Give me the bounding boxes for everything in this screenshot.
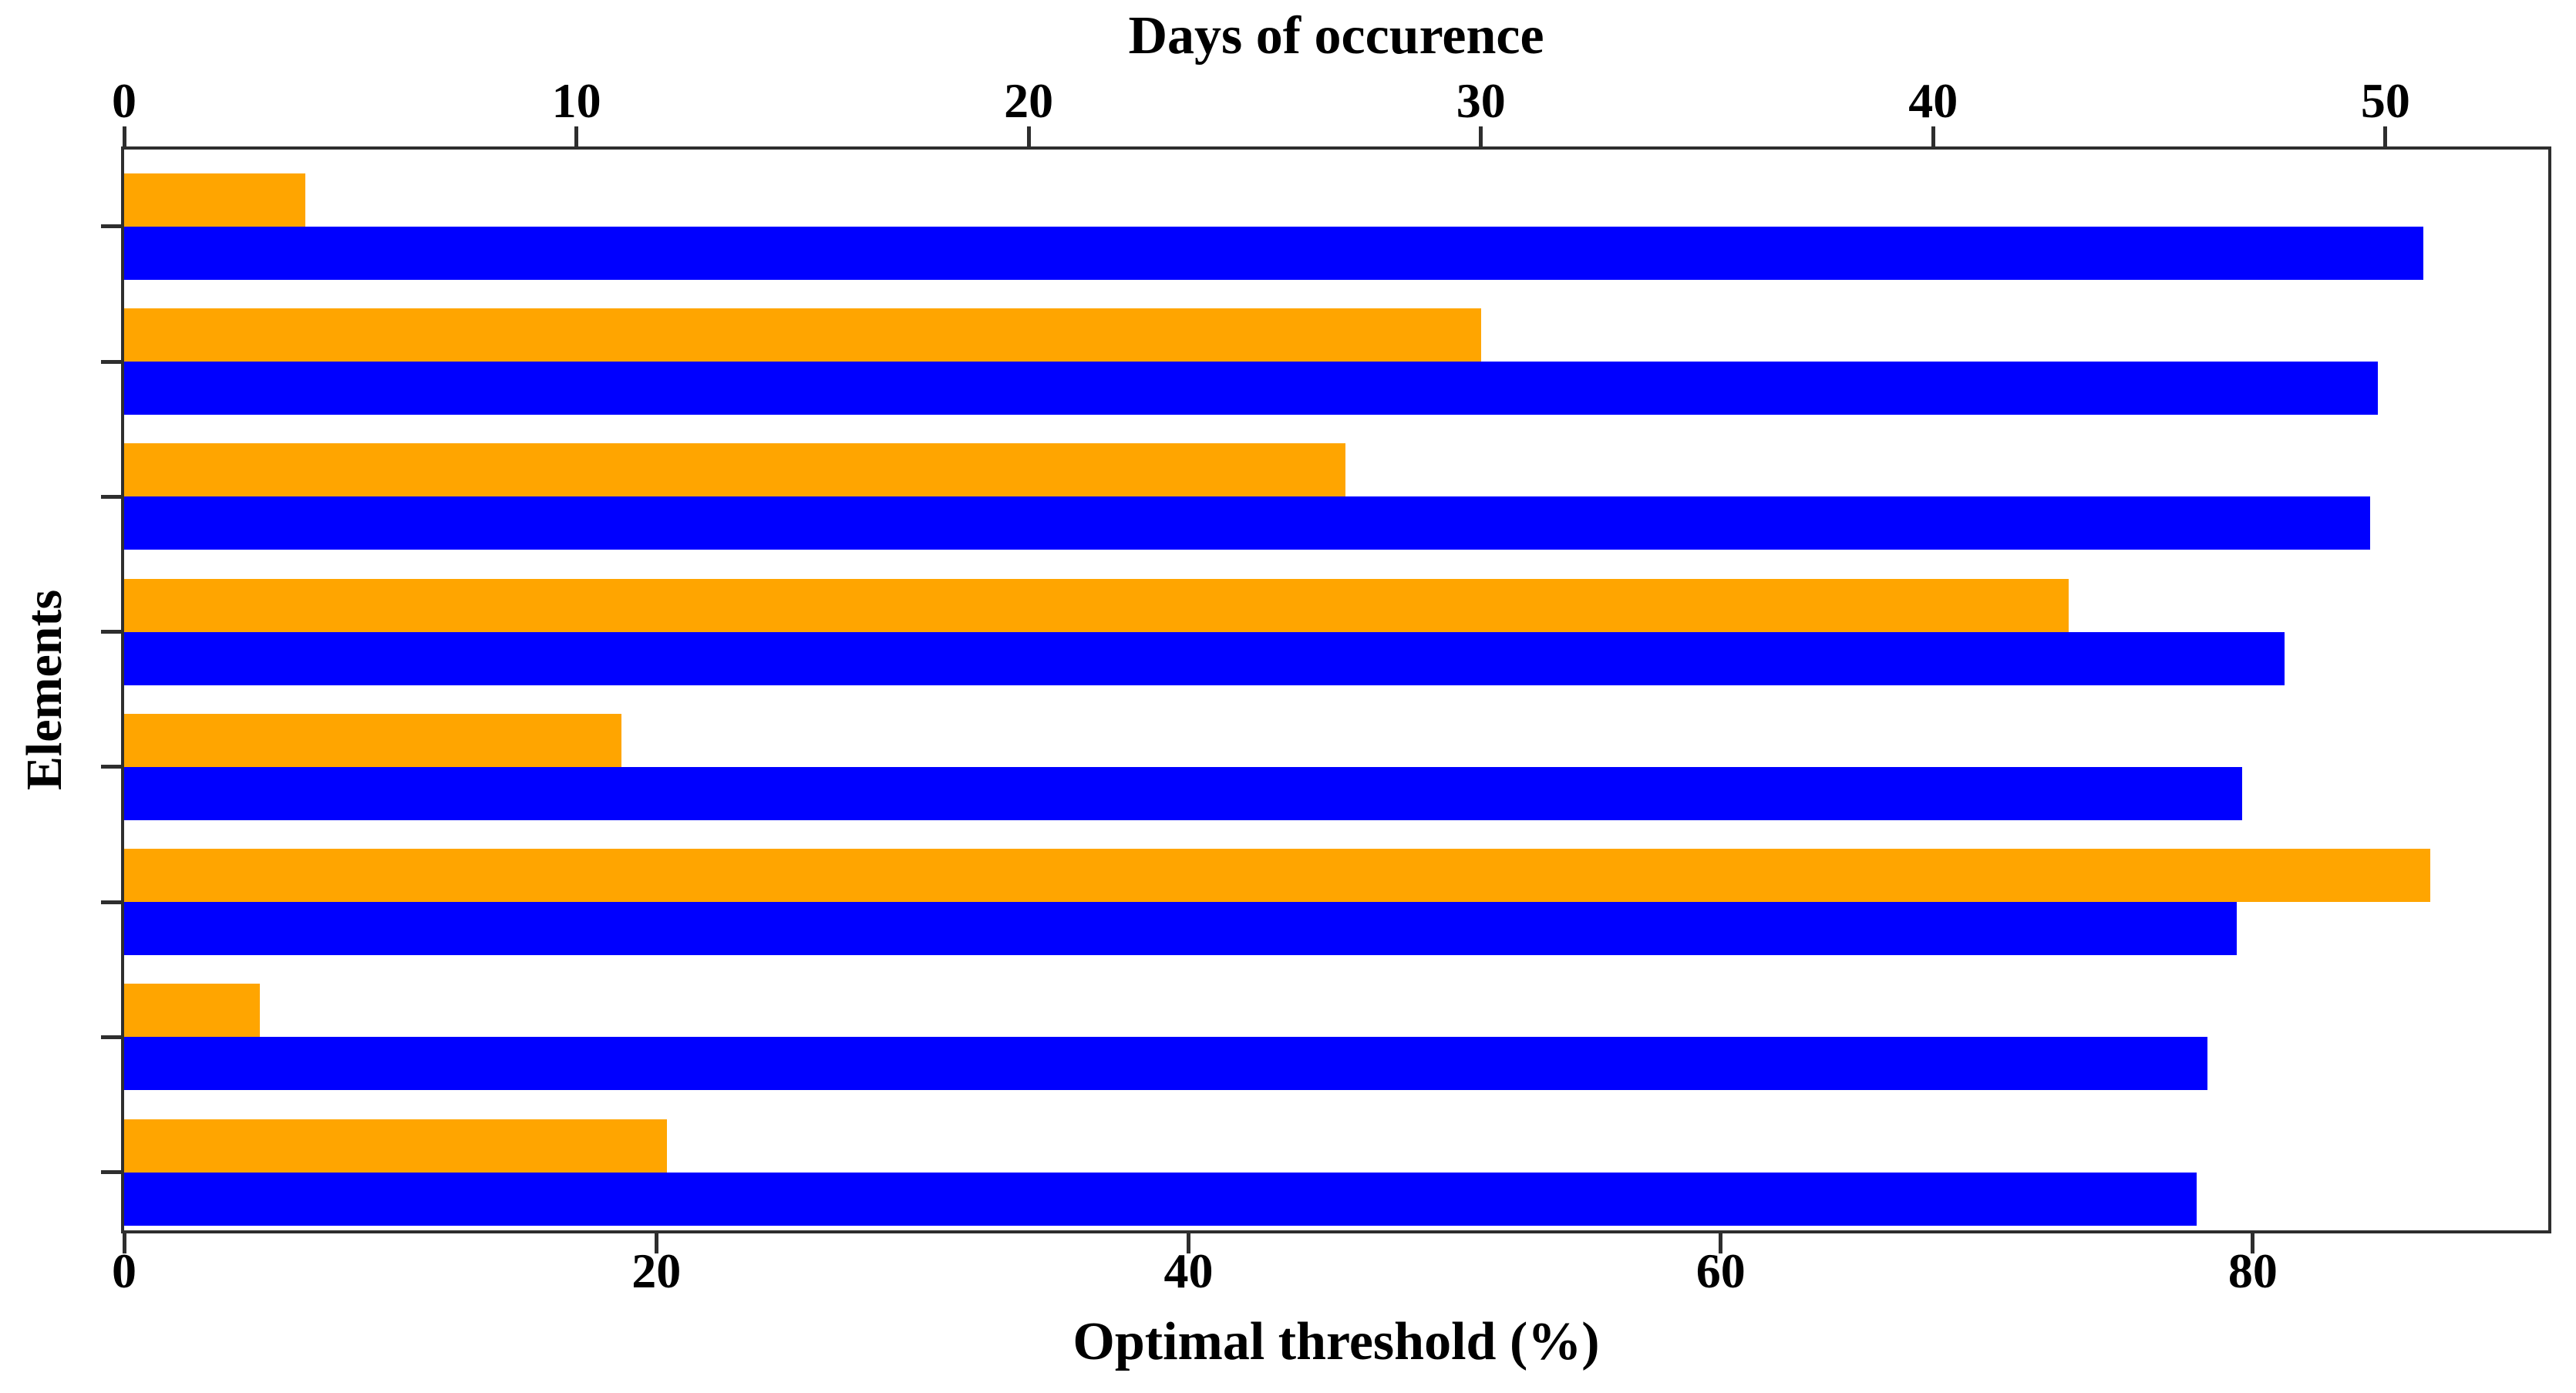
bottom-axis-tick <box>1186 1233 1190 1253</box>
y-axis-tick <box>101 359 121 364</box>
bottom-tick-label: 20 <box>631 1243 682 1298</box>
days-bar-row-7 <box>124 984 260 1038</box>
top-tick-label: 50 <box>2360 73 2410 128</box>
threshold-bar-row-6 <box>124 902 2238 956</box>
top-axis-tick <box>1931 126 1935 146</box>
bottom-axis-tick <box>1719 1233 1723 1253</box>
top-axis-tick <box>122 126 126 146</box>
threshold-bar-row-4 <box>124 631 2285 685</box>
threshold-bar-row-7 <box>124 1037 2208 1091</box>
threshold-bar-row-8 <box>124 1172 2197 1226</box>
bottom-tick-label: 0 <box>112 1243 136 1298</box>
top-axis-tick <box>574 126 579 146</box>
bottom-tick-label: 40 <box>1163 1243 1214 1298</box>
days-bar-row-6 <box>124 849 2431 903</box>
threshold-bar-row-2 <box>124 362 2379 416</box>
bottom-tick-label: 80 <box>2227 1243 2278 1298</box>
top-axis-tick <box>2383 126 2388 146</box>
bottom-axis-tick <box>2251 1233 2255 1253</box>
top-axis-title: Days of occurence <box>1128 6 1544 66</box>
top-axis-tick <box>1479 126 1483 146</box>
y-axis-tick <box>101 1035 121 1039</box>
days-bar-row-5 <box>124 713 622 767</box>
days-bar-row-3 <box>124 443 1345 497</box>
threshold-bar-row-3 <box>124 496 2370 550</box>
y-axis-tick <box>101 494 121 499</box>
threshold-bar-row-1 <box>124 226 2423 280</box>
bottom-axis-tick <box>654 1233 658 1253</box>
y-axis-tick <box>101 1170 121 1175</box>
days-bar-row-4 <box>124 578 2069 632</box>
days-bar-row-2 <box>124 308 1481 362</box>
top-tick-label: 20 <box>1004 73 1054 128</box>
bottom-axis-tick <box>122 1233 126 1253</box>
days-bar-row-8 <box>124 1119 667 1173</box>
y-axis-tick <box>101 900 121 904</box>
top-tick-label: 30 <box>1456 73 1506 128</box>
bottom-tick-label: 60 <box>1695 1243 1746 1298</box>
top-tick-label: 40 <box>1908 73 1958 128</box>
top-axis-tick <box>1026 126 1031 146</box>
bottom-axis-title: Optimal threshold (%) <box>1072 1312 1600 1371</box>
y-axis-tick <box>101 630 121 634</box>
days-bar-row-1 <box>124 173 305 227</box>
y-axis-title: Elements <box>16 589 72 791</box>
y-axis-tick <box>101 224 121 229</box>
y-axis-tick <box>101 765 121 769</box>
top-tick-label: 0 <box>112 73 136 128</box>
top-tick-label: 10 <box>551 73 601 128</box>
plot-area <box>121 146 2551 1233</box>
threshold-bar-row-5 <box>124 766 2243 820</box>
